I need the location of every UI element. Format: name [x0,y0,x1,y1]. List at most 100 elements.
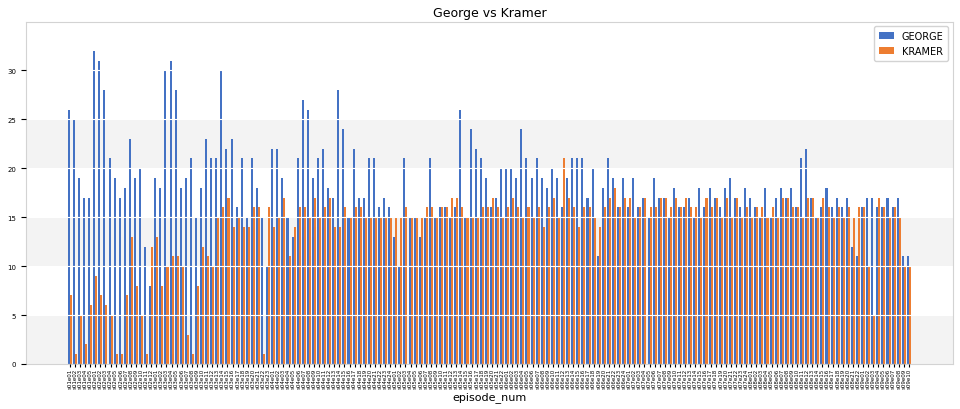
Bar [830,208,832,364]
Bar [388,208,390,364]
Bar [289,257,291,364]
Bar [119,198,121,364]
Bar [175,91,177,364]
Bar [502,218,504,364]
Bar [26,169,953,218]
Bar [841,208,843,364]
Bar [715,198,718,364]
Bar [324,208,326,364]
Bar [451,198,453,364]
Bar [205,139,207,364]
Bar [170,61,172,364]
Bar [525,159,527,364]
Bar [617,208,619,364]
Bar [602,189,604,364]
Legend: GEORGE, KRAMER: GEORGE, KRAMER [875,27,948,62]
Bar [471,218,473,364]
Bar [405,208,407,364]
Bar [556,179,558,364]
Bar [375,218,377,364]
Bar [348,218,349,364]
Bar [141,315,143,364]
Bar [614,189,616,364]
Bar [766,218,769,364]
Bar [861,208,863,364]
Bar [354,208,357,364]
Bar [759,218,761,364]
Bar [345,208,347,364]
Bar [385,218,387,364]
Bar [670,208,672,364]
Bar [263,354,265,364]
Bar [329,198,331,364]
Bar [536,159,538,364]
Bar [710,208,712,364]
Bar [883,208,885,364]
Bar [70,296,72,364]
Bar [480,159,482,364]
Bar [251,159,252,364]
Bar [98,61,101,364]
Bar [441,208,444,364]
Bar [134,179,136,364]
Bar [668,218,670,364]
Bar [339,227,342,364]
Bar [852,218,855,364]
Bar [629,198,632,364]
Bar [449,218,451,364]
Bar [633,179,635,364]
Bar [597,257,599,364]
Bar [726,198,728,364]
Bar [26,315,953,364]
Bar [258,208,260,364]
Bar [635,218,636,364]
Bar [409,218,411,364]
Bar [584,208,586,364]
Bar [693,218,695,364]
Bar [568,198,570,364]
Bar [139,169,141,364]
Bar [400,218,402,364]
Bar [746,208,748,364]
Bar [460,110,462,364]
Bar [780,189,781,364]
Bar [129,139,131,364]
Bar [360,208,362,364]
Bar [303,208,306,364]
Bar [708,189,710,364]
Bar [756,208,758,364]
Bar [551,169,553,364]
Bar [223,208,225,364]
Bar [505,169,507,364]
Bar [334,227,336,364]
Bar [274,227,276,364]
Bar [110,315,112,364]
Bar [113,179,115,364]
Bar [84,198,85,364]
Bar [619,208,621,364]
Bar [698,189,701,364]
Bar [810,198,812,364]
Bar [821,208,823,364]
Bar [230,139,232,364]
Bar [177,257,179,364]
Bar [207,257,209,364]
Bar [101,296,103,364]
Bar [301,101,303,364]
Bar [739,208,741,364]
Bar [238,218,240,364]
Bar [907,257,909,364]
Bar [477,218,479,364]
Bar [131,237,132,364]
Bar [156,237,158,364]
Bar [664,198,667,364]
Bar [792,208,794,364]
Bar [566,179,568,364]
Bar [115,354,118,364]
Bar [564,159,565,364]
Bar [835,198,838,364]
Bar [644,198,646,364]
Bar [124,189,126,364]
Bar [192,354,194,364]
Bar [604,208,606,364]
